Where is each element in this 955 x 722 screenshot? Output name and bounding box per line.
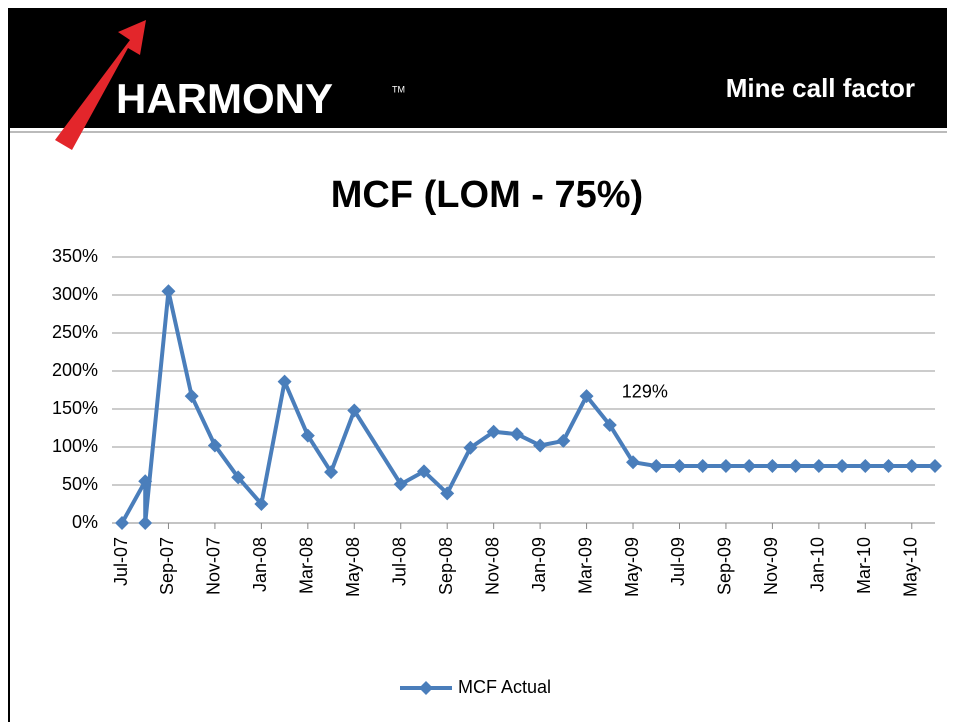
y-tick-label: 300%	[52, 284, 98, 304]
x-tick-label: Jul-09	[668, 537, 688, 586]
data-marker	[300, 428, 315, 443]
data-marker	[184, 389, 199, 404]
data-marker	[231, 470, 246, 485]
data-marker	[393, 477, 408, 492]
y-tick-label: 350%	[52, 246, 98, 266]
y-tick-label: 250%	[52, 322, 98, 342]
data-marker	[138, 516, 153, 530]
data-marker	[881, 459, 896, 473]
data-marker	[742, 459, 757, 473]
x-tick-label: May-09	[622, 537, 642, 597]
data-marker	[277, 374, 292, 389]
data-marker	[324, 465, 339, 480]
data-marker	[556, 433, 571, 448]
y-tick-label: 150%	[52, 398, 98, 418]
x-tick-label: Mar-09	[575, 537, 595, 594]
legend-marker	[419, 681, 433, 695]
data-marker	[649, 459, 664, 473]
y-tick-label: 100%	[52, 436, 98, 456]
series-line	[120, 289, 935, 525]
data-marker	[161, 284, 176, 299]
x-tick-label: Jul-08	[389, 537, 409, 586]
data-marker	[904, 459, 919, 473]
slide-title: Mine call factor	[726, 73, 915, 103]
logo-arrow	[55, 20, 146, 150]
x-tick-label: Mar-10	[854, 537, 874, 594]
x-tick-label: Jul-07	[111, 537, 131, 586]
y-tick-label: 200%	[52, 360, 98, 380]
data-marker	[835, 459, 850, 473]
data-marker	[115, 516, 129, 530]
x-tick-label: Mar-08	[297, 537, 317, 594]
x-tick-label: May-08	[343, 537, 363, 597]
x-tick-label: Sep-09	[715, 537, 735, 595]
x-tick-label: Jan-10	[808, 537, 828, 592]
data-marker	[486, 424, 501, 439]
x-tick-label: Sep-08	[436, 537, 456, 595]
data-marker	[858, 459, 873, 473]
data-marker	[695, 459, 710, 473]
data-marker	[765, 459, 780, 473]
data-marker	[672, 459, 687, 473]
data-marker	[509, 427, 524, 442]
data-marker	[811, 459, 826, 473]
x-tick-label: Nov-08	[482, 537, 502, 595]
x-tick-label: May-10	[901, 537, 921, 597]
data-label: 129%	[622, 382, 668, 402]
logo-text: HARMONY	[116, 75, 333, 122]
data-marker	[207, 438, 222, 453]
data-marker	[416, 464, 431, 479]
data-marker	[579, 389, 594, 404]
legend-label: MCF Actual	[458, 677, 551, 697]
x-tick-label: Nov-09	[761, 537, 781, 595]
x-tick-label: Jan-09	[529, 537, 549, 592]
data-marker	[533, 438, 548, 453]
data-marker	[138, 474, 153, 489]
data-marker	[440, 486, 455, 501]
y-tick-label: 0%	[72, 512, 98, 532]
data-marker	[254, 497, 269, 511]
data-marker	[718, 459, 733, 473]
data-marker	[626, 455, 641, 470]
chart-title: MCF (LOM - 75%)	[331, 174, 643, 216]
x-tick-label: Nov-07	[204, 537, 224, 595]
data-marker	[347, 403, 362, 418]
header-bar	[8, 8, 947, 128]
data-marker	[928, 459, 942, 473]
y-tick-label: 50%	[62, 474, 98, 494]
logo-mark: TM	[392, 84, 405, 94]
x-tick-label: Jan-08	[250, 537, 270, 592]
data-marker	[788, 459, 803, 473]
data-marker	[463, 440, 478, 455]
x-tick-label: Sep-07	[157, 537, 177, 595]
data-marker	[602, 417, 617, 432]
